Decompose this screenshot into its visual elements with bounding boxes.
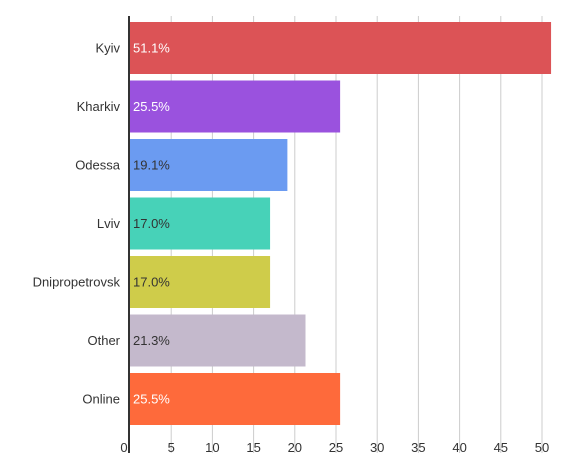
bar-kharkiv — [130, 80, 341, 133]
x-tick-label-40: 40 — [452, 440, 466, 455]
x-tick-label-45: 45 — [494, 440, 508, 455]
category-label-dnipropetrovsk: Dnipropetrovsk — [33, 275, 121, 290]
bars — [130, 22, 552, 425]
bar-kyiv — [130, 22, 552, 74]
category-label-kharkiv: Kharkiv — [77, 99, 121, 114]
x-tick-label-10: 10 — [205, 440, 219, 455]
x-tick-label-25: 25 — [329, 440, 343, 455]
value-label-other: 21.3% — [133, 333, 170, 348]
category-label-kyiv: Kyiv — [95, 41, 120, 56]
value-label-lviv: 17.0% — [133, 216, 170, 231]
category-label-odessa: Odessa — [75, 158, 121, 173]
value-label-kyiv: 51.1% — [133, 41, 170, 56]
category-labels: Kyiv Kharkiv Odessa Lviv Dnipropetrovsk Other… — [33, 41, 121, 407]
value-label-odessa: 19.1% — [133, 158, 170, 173]
x-tick-label-50: 50 — [535, 440, 549, 455]
x-tick-label-20: 20 — [288, 440, 302, 455]
value-label-dnipropetrovsk: 17.0% — [133, 275, 170, 290]
bar-odessa — [130, 139, 288, 191]
category-label-online: Online — [82, 392, 120, 407]
x-tick-labels: 0 5 10 15 20 25 30 35 40 45 50 — [120, 440, 549, 455]
category-label-lviv: Lviv — [97, 216, 121, 231]
x-tick-label-5: 5 — [168, 440, 175, 455]
value-label-kharkiv: 25.5% — [133, 99, 170, 114]
bar-other — [130, 314, 306, 367]
bar-online — [130, 373, 341, 425]
value-labels: 51.1% 25.5% 19.1% 17.0% 17.0% 21.3% 25.5% — [133, 41, 170, 407]
x-tick-label-30: 30 — [370, 440, 384, 455]
category-label-other: Other — [87, 333, 120, 348]
x-tick-label-0: 0 — [120, 440, 127, 455]
x-tick-label-35: 35 — [411, 440, 425, 455]
bar-dnipropetrovsk — [130, 256, 271, 308]
bar-lviv — [130, 197, 271, 250]
value-label-online: 25.5% — [133, 392, 170, 407]
x-tick-label-15: 15 — [246, 440, 260, 455]
